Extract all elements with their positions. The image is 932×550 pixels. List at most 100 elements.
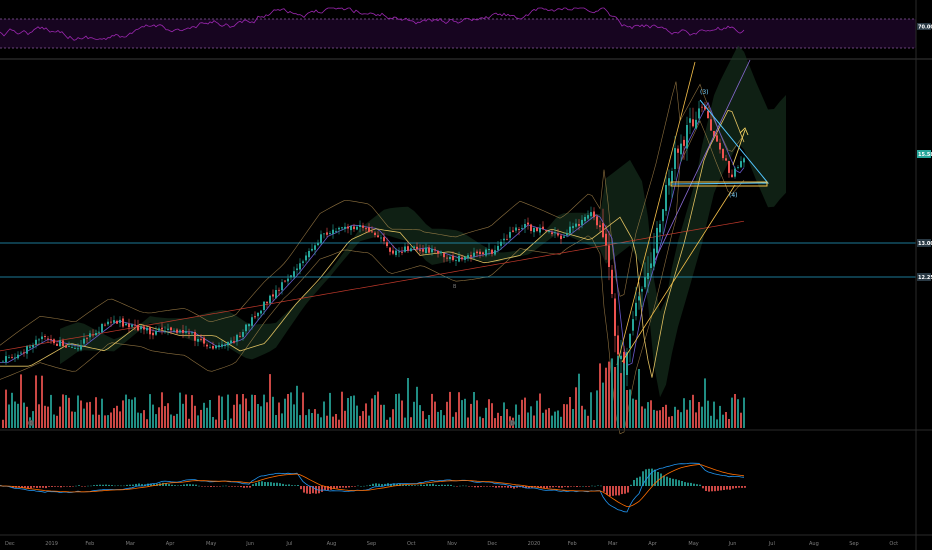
candle-body: [269, 295, 271, 304]
macd-histogram-bar: [141, 484, 143, 486]
volume-bar: [389, 417, 391, 428]
volume-bar: [194, 405, 196, 428]
candle-body: [167, 328, 169, 330]
candle-body: [563, 236, 565, 238]
time-axis-label[interactable]: Oct: [889, 541, 898, 547]
candle-body: [302, 261, 304, 263]
candle-body: [74, 348, 76, 349]
time-axis-label[interactable]: Jul: [768, 541, 775, 547]
time-axis-label[interactable]: Oct: [407, 541, 416, 547]
candle-body: [11, 357, 13, 358]
macd-histogram-bar: [744, 486, 746, 488]
time-axis-label[interactable]: May: [688, 541, 698, 547]
macd-histogram-bar: [336, 486, 338, 489]
volume-bar: [179, 392, 181, 428]
time-axis-label[interactable]: Nov: [447, 541, 457, 547]
macd-histogram-bar: [465, 485, 467, 487]
volume-bar: [203, 402, 205, 428]
time-axis-label[interactable]: Jul: [285, 541, 292, 547]
volume-bar: [233, 404, 235, 428]
volume-bar: [497, 412, 499, 428]
macd-histogram-bar: [342, 486, 344, 488]
macd-histogram-bar: [192, 484, 194, 486]
candle-body: [158, 328, 160, 331]
macd-histogram-bar: [600, 485, 602, 487]
candle-body: [677, 148, 679, 153]
time-axis-label[interactable]: Aug: [809, 541, 819, 547]
candle-body: [113, 320, 115, 323]
candle-body: [713, 131, 715, 137]
macd-histogram-bar: [81, 486, 83, 487]
macd-histogram-bar: [216, 486, 218, 487]
volume-bar: [485, 407, 487, 428]
time-axis-label[interactable]: Aug: [327, 541, 337, 547]
candle-body: [98, 331, 100, 333]
macd-histogram-bar: [213, 486, 215, 487]
candle-body: [716, 135, 718, 142]
time-axis-label[interactable]: Feb: [568, 541, 577, 547]
volume-bar: [473, 392, 475, 428]
volume-bar: [119, 411, 121, 428]
candle-body: [551, 232, 553, 235]
candle-body: [146, 327, 148, 331]
candle-body: [68, 346, 70, 347]
macd-histogram-bar: [27, 486, 29, 489]
candle-body: [254, 316, 256, 318]
time-axis-label[interactable]: Feb: [85, 541, 94, 547]
candle-body: [569, 226, 571, 234]
volume-bar: [266, 402, 268, 428]
candle-body: [617, 335, 619, 355]
candle-body: [56, 343, 58, 346]
time-axis-label[interactable]: Mar: [608, 541, 618, 547]
macd-histogram-bar: [705, 486, 707, 491]
candle-body: [557, 233, 559, 236]
candle-body: [245, 324, 247, 332]
macd-histogram-bar: [111, 485, 113, 486]
candle-body: [65, 345, 67, 348]
macd-histogram-bar: [255, 482, 257, 486]
macd-histogram-bar: [567, 486, 569, 488]
time-axis-label[interactable]: Sep: [367, 541, 376, 547]
time-axis[interactable]: Dec 2019 Feb Mar Apr May Jun Jul Aug Sep Oct Nov Dec…: [0, 534, 932, 547]
candle-body: [107, 321, 109, 325]
time-axis-label[interactable]: Sep: [849, 541, 858, 547]
candle-body: [455, 260, 457, 261]
volume-bar: [167, 403, 169, 428]
macd-histogram-bar: [660, 473, 662, 486]
time-axis-label[interactable]: Mar: [126, 541, 136, 547]
candle-body: [527, 222, 529, 225]
volume-bar: [569, 397, 571, 428]
candle-body: [38, 339, 40, 341]
price-panel[interactable]: (3) (4) B: [0, 45, 916, 435]
time-axis-label[interactable]: 2020: [528, 541, 541, 547]
volume-bar: [140, 413, 142, 428]
candle-body: [389, 247, 391, 252]
volume-bar: [326, 415, 328, 428]
price-axis[interactable]: 70.00 15.58 13.00 12.25: [915, 0, 932, 550]
volume-bar: [158, 407, 160, 428]
time-axis-label[interactable]: 2019: [45, 541, 58, 547]
macd-histogram-bar: [537, 486, 539, 488]
time-axis-label[interactable]: Dec: [487, 541, 497, 547]
time-axis-label[interactable]: May: [206, 541, 216, 547]
candle-body: [296, 268, 298, 271]
time-axis-label[interactable]: Dec: [5, 541, 15, 547]
rsi-value-label: 70.00: [918, 25, 932, 31]
time-axis-label[interactable]: Apr: [166, 541, 176, 547]
time-axis-label[interactable]: Jun: [728, 541, 737, 547]
volume-bar: [449, 391, 451, 428]
candle-body: [560, 235, 562, 240]
volume-bar: [89, 401, 91, 428]
macd-histogram-bar: [564, 486, 566, 487]
macd-histogram-bar: [261, 481, 263, 486]
candle-body: [242, 332, 244, 337]
volume-bar: [608, 361, 610, 428]
macd-histogram-bar: [408, 485, 410, 486]
volume-bar: [11, 392, 13, 428]
time-axis-label[interactable]: Apr: [648, 541, 658, 547]
macd-histogram-bar: [462, 485, 464, 487]
macd-histogram-bar: [528, 486, 530, 489]
time-axis-label[interactable]: Jun: [245, 541, 254, 547]
volume-bar: [431, 393, 433, 428]
